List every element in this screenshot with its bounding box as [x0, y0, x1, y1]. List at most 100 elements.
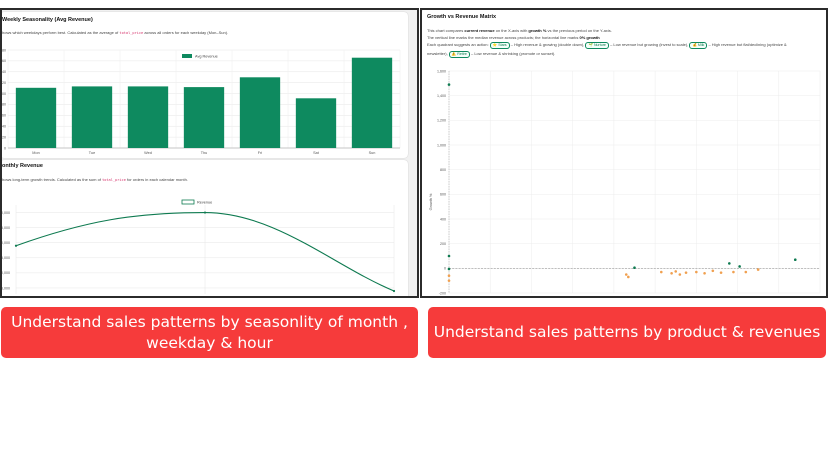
y-tick-label: 40 [2, 70, 6, 74]
bar [351, 57, 393, 149]
product-revenue-banner: Understand sales patterns by product & r… [428, 307, 826, 358]
y-tick-label: 60 [2, 114, 6, 118]
bar [183, 87, 225, 148]
y-tick-label: 80 [2, 48, 6, 52]
left-screenshot-frame: Weekly Seasonality (Avg Revenue) hows wh… [0, 8, 419, 298]
scatter-point [703, 271, 706, 275]
x-tick-label: 2025-08 [198, 297, 211, 298]
y-tick-label: 0 [444, 267, 446, 271]
y-tick-label: 1,000 [437, 143, 446, 147]
scatter-point [719, 271, 723, 274]
y-tick-label: 00 [2, 92, 6, 96]
x-tick-label: Tue [89, 151, 95, 155]
monthly-line-chart: 80,000 75,000 70,000 65,000 60,000 55,000 2025… [0, 199, 396, 298]
matrix-desc-line4: newsletter), ⚠️ Retire – Low revenue & s… [427, 51, 556, 58]
y-tick-label: 200 [440, 242, 446, 246]
x-tick-label: 4,000 [527, 296, 536, 298]
stars-pill: ⭐ Stars [489, 42, 510, 49]
nurture-pill: 🌱 Nurture [585, 42, 609, 49]
bar [127, 86, 169, 148]
x-tick-label: Wed [144, 151, 152, 155]
data-point [392, 289, 396, 293]
y-tick-label: 60,000 [0, 271, 10, 275]
x-tick-label: 2025-07 [13, 297, 26, 298]
card-title: onthly Revenue [2, 163, 43, 169]
y-tick-label: 80 [2, 103, 6, 107]
scatter-point [793, 258, 797, 261]
bar [239, 77, 281, 148]
matrix-desc-line3: Each quadrant suggests an action: ⭐ Star… [427, 42, 787, 49]
weekly-bar-chart: 80 60 40 20 00 80 60 40 20 0 Mon Tue Wed Thu Fri Sat Sun… [2, 48, 401, 155]
y-tick-label: 20 [2, 135, 6, 139]
monthly-revenue-card: onthly Revenue hows long-term growth tre… [0, 160, 408, 298]
y-axis-title: Growth % [429, 193, 433, 210]
matrix-desc-line1: This chart compares current revenue on t… [427, 28, 612, 33]
scatter-point [659, 270, 663, 274]
bar [15, 87, 57, 148]
scatter-point [711, 269, 715, 273]
x-tick-label: 12,000 [691, 296, 702, 298]
bar [71, 86, 113, 148]
scatter-point [633, 266, 636, 270]
scatter-point [732, 270, 735, 274]
x-tick-label: 16,000 [773, 296, 784, 298]
scatter-point [447, 279, 451, 282]
weekly-seasonality-card: Weekly Seasonality (Avg Revenue) hows wh… [2, 12, 408, 158]
x-tick-label: Thu [201, 151, 208, 155]
scatter-point [627, 275, 630, 279]
y-tick-label: 65,000 [0, 256, 10, 260]
x-tick-label: Sat [313, 151, 320, 155]
y-tick-label: 1,200 [437, 119, 446, 123]
scatter-point [670, 271, 673, 275]
x-tick-label: Sun [369, 151, 376, 155]
y-tick-label: 20 [2, 81, 6, 85]
x-tick-label: Mon [32, 151, 39, 155]
scatter-point [684, 271, 688, 274]
scatter-point [695, 270, 698, 274]
scatter-point [738, 265, 741, 268]
y-tick-label: 80,000 [0, 211, 10, 215]
scatter-point [678, 273, 682, 276]
scatter-point [447, 83, 451, 86]
retire-pill: ⚠️ Retire [448, 51, 470, 58]
x-tick-label: 6,000 [568, 296, 577, 298]
x-tick-label: 2,000 [486, 296, 495, 298]
scatter-point [447, 267, 451, 271]
x-tick-label: Fri [258, 151, 263, 155]
data-point [14, 244, 18, 247]
y-tick-label: 40 [2, 125, 6, 129]
y-tick-label: 400 [440, 217, 446, 221]
x-tick-label: 2025-09 [383, 297, 396, 298]
scatter-point [756, 268, 760, 271]
y-tick-label: 55,000 [0, 286, 10, 290]
legend-swatch [182, 54, 192, 58]
y-tick-label: 60 [2, 59, 6, 63]
seasonality-banner: Understand sales patterns by seasonlity … [1, 307, 418, 358]
x-tick-label: 14,000 [732, 296, 743, 298]
card-title: Growth vs Revenue Matrix [427, 14, 497, 20]
x-tick-label: 0 [448, 296, 450, 298]
y-tick-label: -200 [439, 291, 446, 295]
y-tick-label: 600 [440, 193, 446, 197]
y-tick-label: 75,000 [0, 226, 10, 230]
y-tick-label: 800 [440, 168, 446, 172]
legend-label: Avg Revenue [195, 55, 218, 59]
y-tick-label: 1,400 [437, 94, 446, 98]
scatter-point [744, 270, 748, 274]
bar [295, 98, 337, 148]
x-tick-label: 8,000 [609, 296, 618, 298]
scatter-point [728, 262, 731, 265]
milk-pill: 💰 Milk [689, 42, 708, 49]
right-screenshot-frame: Growth vs Revenue Matrix This chart comp… [420, 8, 828, 298]
card-description: hows which weekdays perform best. Calcul… [2, 30, 229, 35]
legend-label: Revenue [197, 201, 212, 205]
y-tick-label: 1,600 [437, 69, 446, 73]
scatter-point [447, 254, 451, 258]
matrix-desc-line2: The vertical line marks the median reven… [427, 35, 600, 40]
y-tick-label: 0 [4, 146, 6, 150]
scatter-point [674, 270, 678, 273]
scatter-point [447, 274, 451, 278]
card-title: Weekly Seasonality (Avg Revenue) [2, 17, 93, 23]
legend-swatch [181, 199, 195, 205]
